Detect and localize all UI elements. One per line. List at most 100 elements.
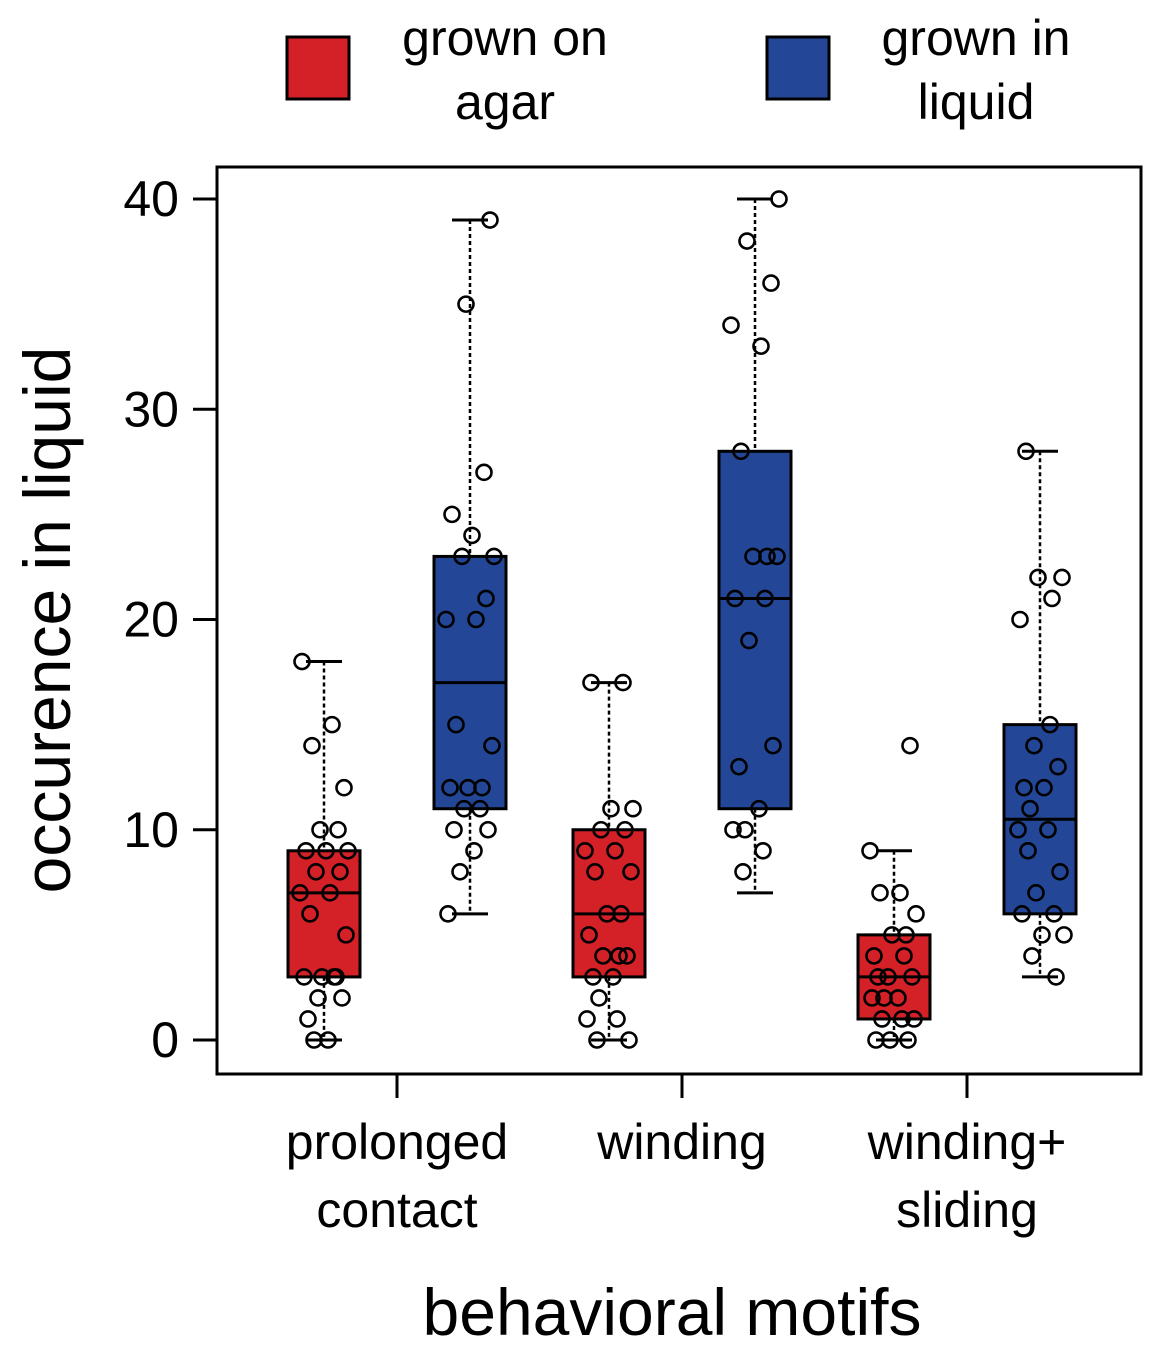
data-point xyxy=(726,589,744,608)
data-point xyxy=(582,673,600,692)
data-point xyxy=(475,463,493,482)
data-point xyxy=(1027,884,1045,902)
data-point xyxy=(1047,968,1065,986)
data-point xyxy=(311,820,329,839)
data-point xyxy=(612,905,630,923)
data-point xyxy=(897,926,915,944)
data-point xyxy=(616,820,634,839)
data-point xyxy=(1049,757,1067,776)
data-point xyxy=(303,736,321,755)
data-point xyxy=(1033,926,1051,944)
data-point xyxy=(722,316,740,334)
data-point xyxy=(325,968,343,986)
data-point xyxy=(604,968,622,986)
legend: grown on agar grown in liquid xyxy=(285,10,1071,130)
y-tick-label: 10 xyxy=(123,802,179,858)
data-point xyxy=(752,337,770,355)
data-point xyxy=(1013,905,1031,923)
data-point xyxy=(293,652,311,671)
data-point xyxy=(732,442,750,461)
box xyxy=(717,449,793,811)
data-point xyxy=(439,905,457,923)
y-tick-label: 20 xyxy=(123,592,179,648)
x-axis: prolonged contact winding winding+ sliding xyxy=(286,1074,1067,1238)
y-axis: 0 10 20 30 40 xyxy=(123,171,217,1068)
data-point xyxy=(441,778,459,797)
data-point xyxy=(590,989,608,1007)
data-point xyxy=(317,841,335,860)
data-point xyxy=(333,989,351,1007)
legend-swatch xyxy=(285,35,351,101)
data-point xyxy=(875,989,893,1007)
data-point xyxy=(1055,926,1073,944)
data-point xyxy=(1019,841,1037,860)
data-point xyxy=(891,884,909,902)
data-point xyxy=(606,841,624,860)
x-axis-label: behavioral motifs xyxy=(423,1275,922,1349)
data-point xyxy=(299,1010,317,1028)
data-point xyxy=(291,884,309,902)
legend-label: grown in xyxy=(882,10,1071,66)
data-point xyxy=(578,1010,596,1028)
y-tick-label: 0 xyxy=(151,1012,179,1068)
data-point xyxy=(608,1010,626,1028)
data-point xyxy=(768,547,786,566)
data-point xyxy=(1041,715,1059,734)
data-point xyxy=(1021,799,1039,818)
data-point xyxy=(1039,820,1057,839)
data-point xyxy=(624,799,642,818)
data-point xyxy=(586,862,604,881)
data-point xyxy=(309,989,327,1007)
data-point xyxy=(453,547,471,566)
data-point xyxy=(481,211,499,229)
x-tick-label: prolonged xyxy=(286,1114,508,1170)
data-point xyxy=(899,1031,917,1049)
x-tick-label: contact xyxy=(316,1182,477,1238)
data-point xyxy=(1015,778,1033,797)
data-point xyxy=(895,947,913,965)
data-point xyxy=(592,820,610,839)
data-point xyxy=(335,778,353,797)
data-point xyxy=(762,274,780,292)
data-point xyxy=(730,757,748,776)
data-point xyxy=(869,968,887,986)
data-point xyxy=(861,841,879,860)
data-point xyxy=(863,989,881,1007)
data-point xyxy=(588,1031,606,1049)
data-point xyxy=(1025,736,1043,755)
data-point xyxy=(1043,589,1061,608)
data-point xyxy=(907,905,925,923)
data-point xyxy=(770,190,788,208)
data-point xyxy=(329,820,347,839)
data-point xyxy=(901,736,919,755)
data-point xyxy=(437,610,455,629)
data-point xyxy=(750,799,768,818)
data-point xyxy=(754,841,772,860)
data-point xyxy=(756,589,774,608)
data-point xyxy=(614,673,632,692)
data-point xyxy=(871,884,889,902)
data-point xyxy=(903,968,921,986)
data-point xyxy=(465,841,483,860)
x-tick-label: sliding xyxy=(896,1182,1038,1238)
data-point xyxy=(764,736,782,755)
data-point xyxy=(479,820,497,839)
legend-label: grown on xyxy=(402,10,608,66)
data-point xyxy=(1035,778,1053,797)
data-point xyxy=(295,968,313,986)
data-point xyxy=(301,905,319,923)
data-point xyxy=(473,778,491,797)
x-tick-label: winding+ xyxy=(867,1114,1067,1170)
data-point xyxy=(305,1031,323,1049)
y-tick-label: 40 xyxy=(123,171,179,227)
plot-marks xyxy=(286,190,1078,1049)
data-point xyxy=(1011,610,1029,629)
data-point xyxy=(451,862,469,881)
data-point xyxy=(1053,568,1071,587)
data-point xyxy=(724,820,742,839)
x-tick-label: winding xyxy=(596,1114,767,1170)
data-point xyxy=(867,1031,885,1049)
data-point xyxy=(443,505,461,524)
y-axis-label: occurence in liquid xyxy=(10,347,84,894)
